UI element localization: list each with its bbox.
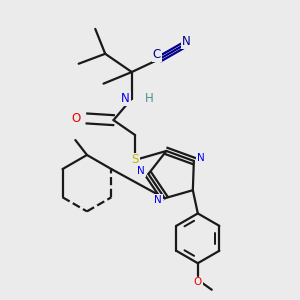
- Text: C: C: [152, 48, 161, 61]
- Text: O: O: [194, 278, 202, 287]
- Text: N: N: [182, 35, 191, 48]
- Text: N: N: [197, 153, 205, 163]
- Text: S: S: [131, 154, 139, 166]
- Text: O: O: [72, 112, 81, 125]
- Text: N: N: [154, 195, 162, 205]
- Text: H: H: [145, 92, 154, 105]
- Text: N: N: [137, 166, 145, 176]
- Text: N: N: [121, 92, 130, 105]
